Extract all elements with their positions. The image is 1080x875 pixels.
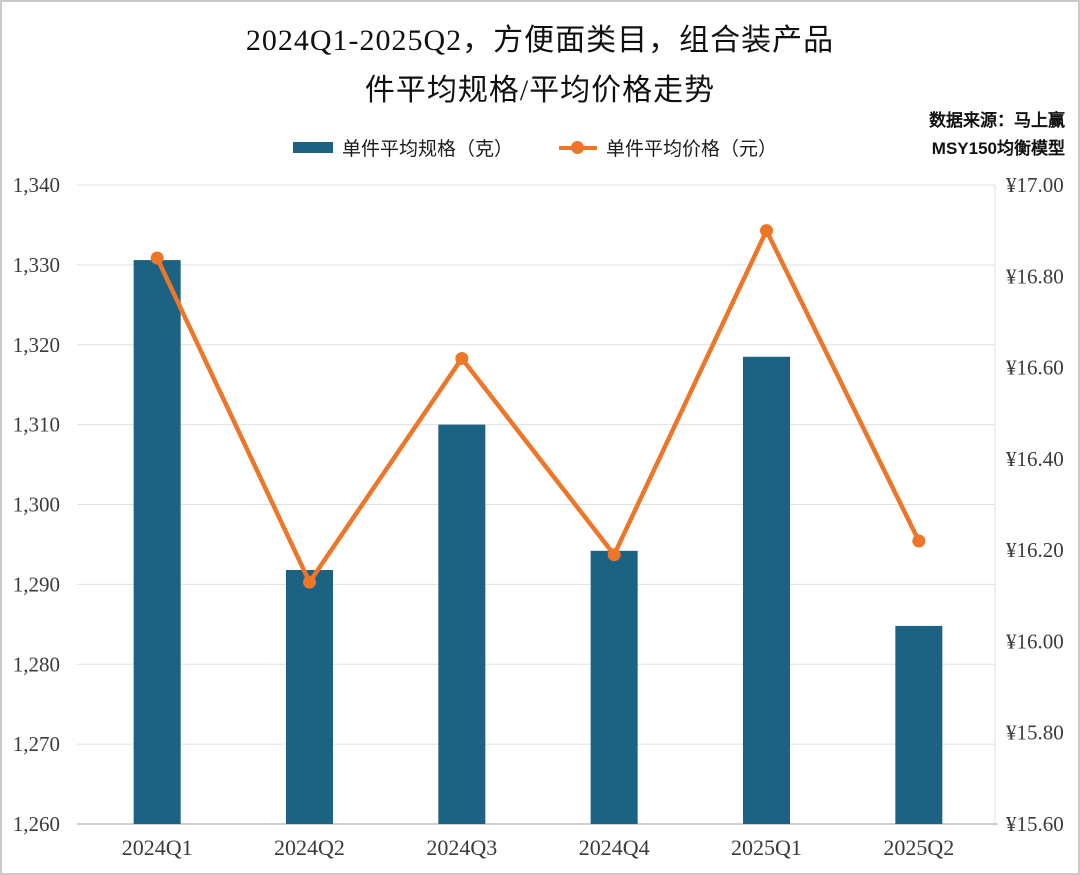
price-marker-2024Q3 xyxy=(455,351,469,365)
x-axis-label: 2025Q1 xyxy=(731,835,802,860)
data-source-line2: MSY150均衡模型 xyxy=(931,139,1065,158)
x-axis-label: 2024Q1 xyxy=(122,835,193,860)
right-axis-tick-label: ¥15.60 xyxy=(1006,812,1064,836)
left-axis-tick-label: 1,310 xyxy=(13,413,60,437)
x-axis-label: 2024Q2 xyxy=(274,835,345,860)
price-marker-2025Q2 xyxy=(912,534,926,548)
line-swatch-dot xyxy=(571,140,585,154)
bar-2024Q2 xyxy=(286,569,333,824)
right-axis-tick-label: ¥16.80 xyxy=(1006,264,1064,288)
price-line xyxy=(154,228,922,585)
right-axis-tick-label: ¥16.60 xyxy=(1006,356,1064,380)
legend-item-price: 单件平均价格（元） xyxy=(559,134,777,161)
chart-title: 2024Q1-2025Q2，方便面类目，组合装产品 件平均规格/平均价格走势 xyxy=(2,16,1078,116)
left-axis-tick-label: 1,330 xyxy=(13,253,60,277)
left-axis-tick-label: 1,260 xyxy=(13,812,60,836)
left-axis-tick-label: 1,320 xyxy=(13,333,60,357)
right-axis-tick-label: ¥15.80 xyxy=(1006,721,1064,745)
left-axis-tick-label: 1,270 xyxy=(13,732,60,756)
legend-label-spec: 单件平均规格（克） xyxy=(342,138,514,160)
x-axis-label: 2024Q3 xyxy=(426,835,497,860)
left-axis-tick-label: 1,290 xyxy=(13,572,60,596)
x-axis-label: 2025Q2 xyxy=(883,835,954,860)
left-axis-tick-label: 1,340 xyxy=(13,173,60,197)
right-axis-tick-label: ¥16.00 xyxy=(1006,629,1064,653)
legend: 单件平均规格（克） 单件平均价格（元） xyxy=(293,134,777,161)
bar-2024Q1 xyxy=(133,260,181,824)
chart-title-line2: 件平均规格/平均价格走势 xyxy=(364,74,716,107)
right-axis-tick-label: ¥17.00 xyxy=(1006,173,1064,197)
line-series-swatch-icon xyxy=(559,140,598,154)
legend-label-price: 单件平均价格（元） xyxy=(606,138,778,160)
bar-series-swatch-icon xyxy=(293,141,333,153)
left-axis-tick-label: 1,280 xyxy=(13,652,60,676)
data-source-line1: 数据来源：马上赢 xyxy=(929,111,1065,130)
bar-2025Q1 xyxy=(743,356,790,824)
left-axis-tick-label: 1,300 xyxy=(13,493,60,517)
price-marker-2024Q4 xyxy=(607,548,621,562)
price-marker-2024Q2 xyxy=(303,575,316,589)
bar-2024Q3 xyxy=(438,424,486,824)
right-axis-tick-label: ¥16.40 xyxy=(1006,447,1064,471)
legend-item-spec: 单件平均规格（克） xyxy=(293,134,513,161)
chart-title-line1: 2024Q1-2025Q2，方便面类目，组合装产品 xyxy=(245,24,835,57)
x-axis-label: 2024Q4 xyxy=(579,835,650,860)
price-marker-2024Q1 xyxy=(150,251,164,265)
bar-2025Q2 xyxy=(895,625,943,824)
right-axis-tick-label: ¥16.20 xyxy=(1006,538,1064,562)
price-marker-2025Q1 xyxy=(760,224,773,238)
data-source: 数据来源：马上赢 MSY150均衡模型 xyxy=(929,107,1065,163)
bar-2024Q4 xyxy=(590,550,638,824)
